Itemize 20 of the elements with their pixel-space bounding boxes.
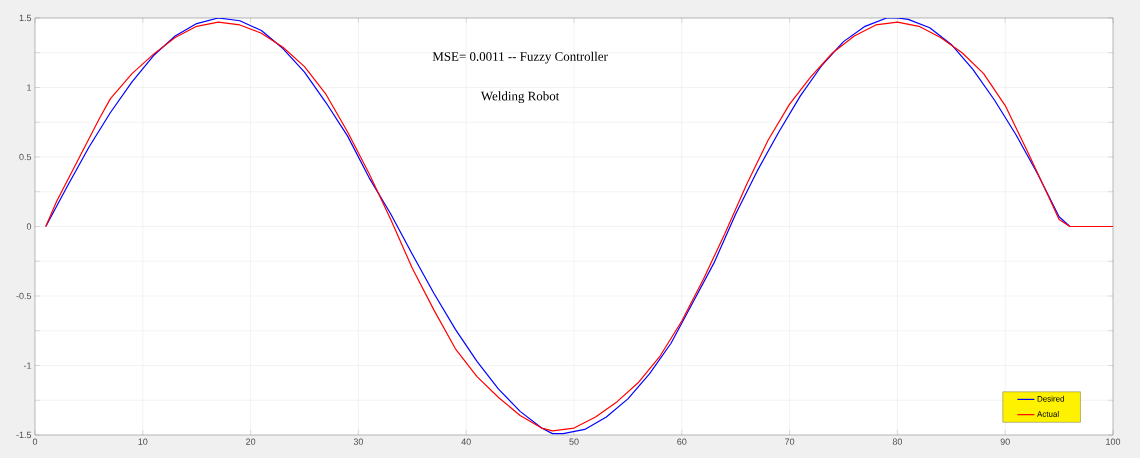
x-tick-label: 100 — [1106, 438, 1121, 445]
y-tick-label: 1.5 — [19, 14, 32, 22]
x-tick-label: 60 — [677, 438, 687, 445]
y-tick-label: 1 — [27, 84, 32, 91]
annotation: MSE= 0.0011 -- Fuzzy Controller — [432, 51, 608, 64]
y-tick-label: -1.5 — [16, 431, 32, 439]
y-tick-label: -1 — [23, 362, 32, 369]
x-tick-label: 80 — [892, 438, 903, 445]
x-tick-label: 20 — [246, 438, 256, 445]
x-tick-label: 50 — [569, 438, 579, 445]
x-tick-label: 10 — [138, 438, 148, 445]
y-tick-label: 0.5 — [19, 153, 32, 161]
x-tick-label: 0 — [32, 438, 38, 445]
x-tick-label: 70 — [785, 438, 795, 445]
x-tick-label: 30 — [353, 438, 364, 445]
y-tick-label: 0 — [26, 223, 32, 230]
x-tick-label: 90 — [1000, 438, 1010, 445]
annotation: Welding Robot — [480, 91, 560, 104]
x-tick-label: 40 — [461, 438, 471, 445]
y-tick-label: -0.5 — [16, 292, 32, 300]
